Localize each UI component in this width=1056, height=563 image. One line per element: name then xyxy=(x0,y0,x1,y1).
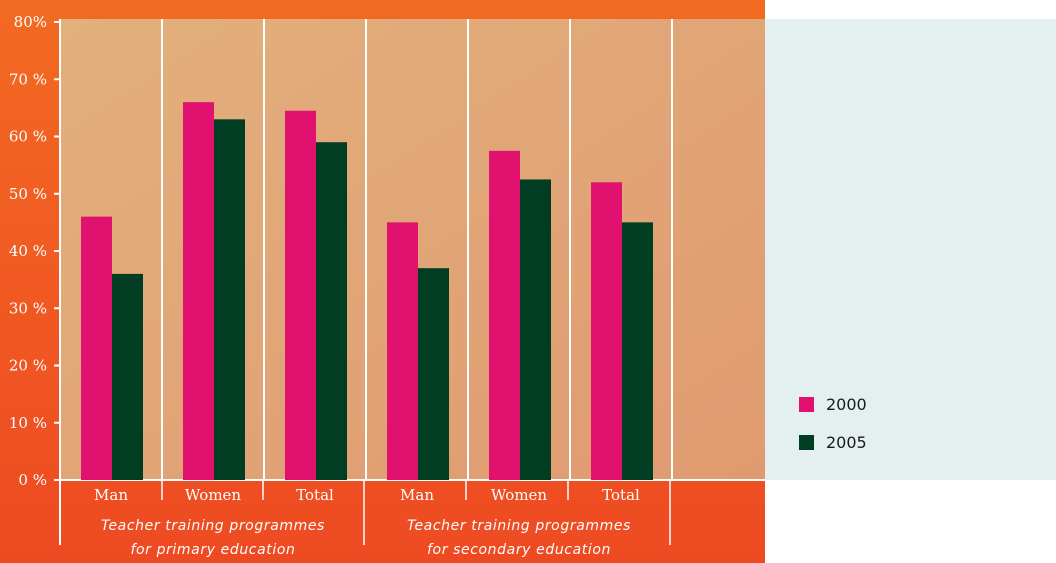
bar-2005 xyxy=(316,142,347,480)
category-label: Total xyxy=(602,486,640,504)
y-tick-label: 20 % xyxy=(9,357,47,375)
y-axis: 0 % 10 % 20 % 30 % 40 % 50 % 60 % 70 % 80% xyxy=(9,13,765,545)
y-tick-label: 40 % xyxy=(9,242,47,260)
group-label-line1: Teacher training programmes xyxy=(101,518,325,534)
group-label-line2: for primary education xyxy=(130,542,295,558)
bar-2000 xyxy=(81,216,112,480)
y-tick-label: 10 % xyxy=(9,414,47,432)
bar-2000 xyxy=(489,150,520,480)
bar-2005 xyxy=(112,273,143,480)
bar-2005 xyxy=(520,179,551,480)
bar-2000 xyxy=(387,222,418,480)
bars xyxy=(81,102,653,481)
category-label: Total xyxy=(296,486,334,504)
legend-label: 2005 xyxy=(826,433,867,452)
legend: 2000 2005 xyxy=(799,395,867,452)
y-tick-label: 80% xyxy=(14,13,47,31)
group-labels: Teacher training programmes for primary e… xyxy=(101,518,631,558)
y-tick-label: 30 % xyxy=(9,299,47,317)
legend-label: 2000 xyxy=(826,395,867,414)
category-label: Man xyxy=(400,486,434,504)
bar-2005 xyxy=(622,222,653,480)
category-label: Women xyxy=(491,486,548,504)
bar-2000 xyxy=(285,110,316,481)
y-tick-label: 60 % xyxy=(9,128,47,146)
category-dividers xyxy=(59,19,673,545)
category-label: Women xyxy=(185,486,242,504)
category-labels: Man Women Total Man Women Total xyxy=(94,486,640,504)
legend-swatch-2000 xyxy=(799,397,814,412)
bar-2005 xyxy=(214,119,245,480)
y-tick-label: 50 % xyxy=(9,185,47,203)
bar-2005 xyxy=(418,268,449,480)
group-label-line1: Teacher training programmes xyxy=(407,518,631,534)
group-label-line2: for secondary education xyxy=(427,542,611,558)
y-tick-label: 70 % xyxy=(9,70,47,88)
y-tick-label: 0 % xyxy=(18,471,47,489)
legend-swatch-2005 xyxy=(799,435,814,450)
category-label: Man xyxy=(94,486,128,504)
bar-2000 xyxy=(591,182,622,481)
bar-2000 xyxy=(183,102,214,481)
